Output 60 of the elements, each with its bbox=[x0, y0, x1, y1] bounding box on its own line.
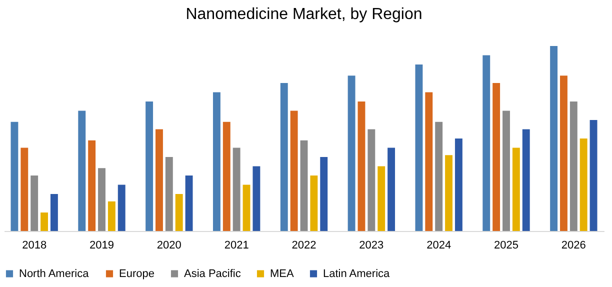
bar bbox=[108, 201, 116, 231]
bar bbox=[232, 148, 240, 231]
x-tick-label: 2018 bbox=[22, 240, 47, 252]
x-tick-label: 2025 bbox=[494, 240, 518, 252]
legend-label: North America bbox=[19, 268, 90, 280]
bar bbox=[580, 138, 588, 231]
bar bbox=[242, 184, 250, 231]
bar bbox=[502, 110, 510, 231]
bar bbox=[212, 92, 220, 231]
bar bbox=[388, 148, 396, 231]
bar bbox=[522, 129, 530, 231]
bar bbox=[415, 64, 423, 231]
bar bbox=[290, 110, 298, 231]
bar bbox=[358, 102, 366, 231]
bar bbox=[146, 102, 154, 231]
bar bbox=[88, 140, 96, 231]
bar bbox=[425, 92, 433, 231]
bar bbox=[300, 140, 308, 231]
bar bbox=[320, 157, 328, 231]
bar bbox=[118, 184, 126, 231]
bar bbox=[482, 55, 490, 231]
x-tick-label: 2024 bbox=[426, 240, 452, 252]
bar bbox=[550, 46, 558, 231]
bar bbox=[175, 194, 183, 231]
x-tick-label: 2022 bbox=[292, 240, 316, 252]
bar bbox=[454, 138, 462, 231]
bar bbox=[280, 83, 288, 231]
legend-label: Asia Pacific bbox=[184, 268, 242, 280]
bar bbox=[165, 157, 173, 231]
bar bbox=[78, 110, 86, 231]
x-tick-label: 2019 bbox=[90, 240, 114, 252]
bar bbox=[348, 76, 356, 231]
legend-label: Latin America bbox=[323, 268, 391, 280]
bar bbox=[590, 120, 598, 231]
bar bbox=[252, 166, 260, 231]
bar bbox=[310, 176, 318, 231]
chart-title: Nanomedicine Market, by Region bbox=[186, 6, 422, 23]
bar bbox=[570, 102, 578, 231]
bar bbox=[435, 122, 443, 231]
bar bbox=[492, 83, 500, 231]
x-tick-label: 2023 bbox=[359, 240, 384, 252]
bar bbox=[20, 148, 28, 231]
x-tick-label: 2021 bbox=[224, 240, 249, 252]
bar bbox=[368, 129, 376, 231]
bar bbox=[560, 76, 568, 231]
bar bbox=[445, 155, 452, 231]
bar bbox=[98, 168, 106, 231]
x-tick-label: 2020 bbox=[156, 240, 182, 252]
bar bbox=[50, 194, 58, 231]
bar bbox=[156, 129, 163, 231]
legend-label: Europe bbox=[119, 268, 154, 280]
bar bbox=[30, 176, 38, 231]
bar bbox=[378, 166, 386, 231]
bar bbox=[222, 122, 230, 231]
legend-label: MEA bbox=[270, 268, 294, 280]
x-tick-label: 2026 bbox=[561, 240, 586, 252]
bar bbox=[185, 176, 193, 231]
bar bbox=[10, 122, 18, 231]
bar bbox=[512, 148, 520, 231]
bar bbox=[40, 212, 48, 231]
